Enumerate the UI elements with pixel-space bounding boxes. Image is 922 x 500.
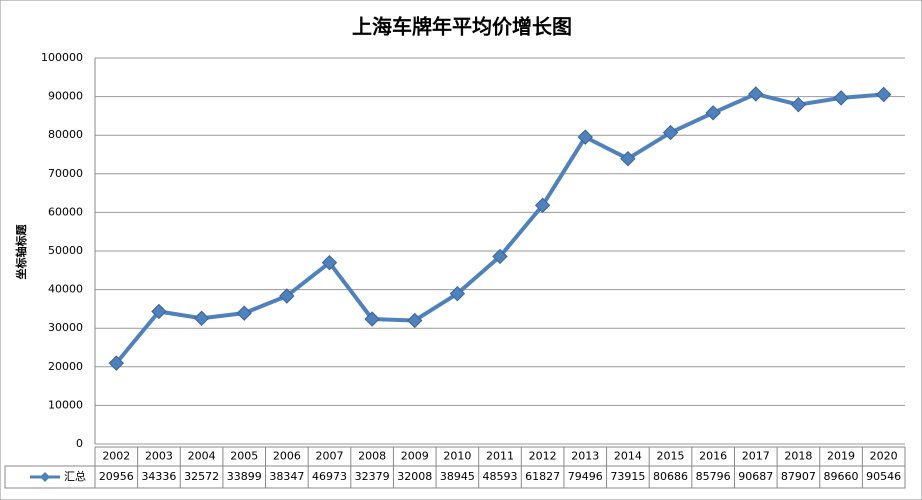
y-tick-label: 0 xyxy=(76,437,83,450)
data-point xyxy=(833,90,849,106)
table-value: 34336 xyxy=(141,470,176,483)
data-point xyxy=(449,285,466,302)
y-tick-label: 70000 xyxy=(48,167,83,180)
x-tick-label: 2002 xyxy=(102,450,130,463)
table-value: 90687 xyxy=(738,470,773,483)
x-tick-label: 2016 xyxy=(699,450,727,463)
table-value: 46973 xyxy=(312,470,347,483)
y-tick-label: 90000 xyxy=(48,90,83,103)
table-value: 48593 xyxy=(483,470,518,483)
table-value: 90546 xyxy=(866,470,901,483)
y-tick-label: 30000 xyxy=(48,321,83,334)
x-tick-label: 2003 xyxy=(145,450,173,463)
y-tick-label: 20000 xyxy=(48,360,83,373)
data-point xyxy=(705,105,721,121)
x-tick-label: 2017 xyxy=(742,450,770,463)
data-point xyxy=(748,86,764,102)
x-tick-label: 2018 xyxy=(784,450,812,463)
x-tick-label: 2005 xyxy=(230,450,258,463)
table-value: 80686 xyxy=(653,470,688,483)
data-point xyxy=(321,254,338,271)
x-tick-label: 2020 xyxy=(870,450,898,463)
table-value: 79496 xyxy=(568,470,603,483)
x-tick-label: 2015 xyxy=(657,450,685,463)
table-value: 38347 xyxy=(269,470,304,483)
data-point xyxy=(364,311,380,327)
data-point xyxy=(620,150,636,167)
x-tick-label: 2006 xyxy=(273,450,301,463)
y-tick-label: 10000 xyxy=(48,398,83,411)
y-tick-label: 100000 xyxy=(41,51,83,64)
table-value: 87907 xyxy=(781,470,816,483)
table-value: 38945 xyxy=(440,470,475,483)
y-tick-label: 50000 xyxy=(48,244,83,257)
x-tick-label: 2011 xyxy=(486,450,514,463)
table-value: 89660 xyxy=(824,470,859,483)
table-value: 61827 xyxy=(525,470,560,483)
table-value: 20956 xyxy=(99,470,134,483)
data-point xyxy=(151,303,167,320)
table-value: 33899 xyxy=(227,470,262,483)
y-tick-label: 60000 xyxy=(48,205,83,218)
chart-title: 上海车牌年平均价增长图 xyxy=(352,15,572,39)
legend-label: 汇总 xyxy=(64,469,86,483)
y-tick-label: 80000 xyxy=(48,128,83,141)
legend-marker xyxy=(40,472,50,482)
x-tick-label: 2013 xyxy=(571,450,599,463)
x-tick-label: 2007 xyxy=(315,450,343,463)
y-axis-label: 坐标轴标题 xyxy=(14,224,28,280)
data-point xyxy=(236,305,252,321)
data-point xyxy=(790,96,807,113)
table-value: 32008 xyxy=(397,470,432,483)
table-value: 85796 xyxy=(696,470,731,483)
data-point xyxy=(193,310,210,326)
table-value: 32572 xyxy=(184,470,219,483)
data-point xyxy=(662,124,679,141)
table-value: 73915 xyxy=(610,470,645,483)
table-value: 32379 xyxy=(355,470,390,483)
x-tick-label: 2012 xyxy=(529,450,557,463)
data-point xyxy=(279,288,295,304)
data-point xyxy=(492,248,508,265)
data-point xyxy=(108,355,125,371)
x-tick-label: 2009 xyxy=(401,450,429,463)
y-tick-label: 40000 xyxy=(48,283,83,296)
data-point xyxy=(407,312,423,329)
data-point xyxy=(534,197,551,214)
x-tick-label: 2008 xyxy=(358,450,386,463)
data-point xyxy=(577,129,593,145)
x-tick-label: 2019 xyxy=(827,450,855,463)
x-tick-label: 2010 xyxy=(443,450,471,463)
x-tick-label: 2014 xyxy=(614,450,642,463)
x-tick-label: 2004 xyxy=(188,450,216,463)
data-point xyxy=(875,86,892,103)
